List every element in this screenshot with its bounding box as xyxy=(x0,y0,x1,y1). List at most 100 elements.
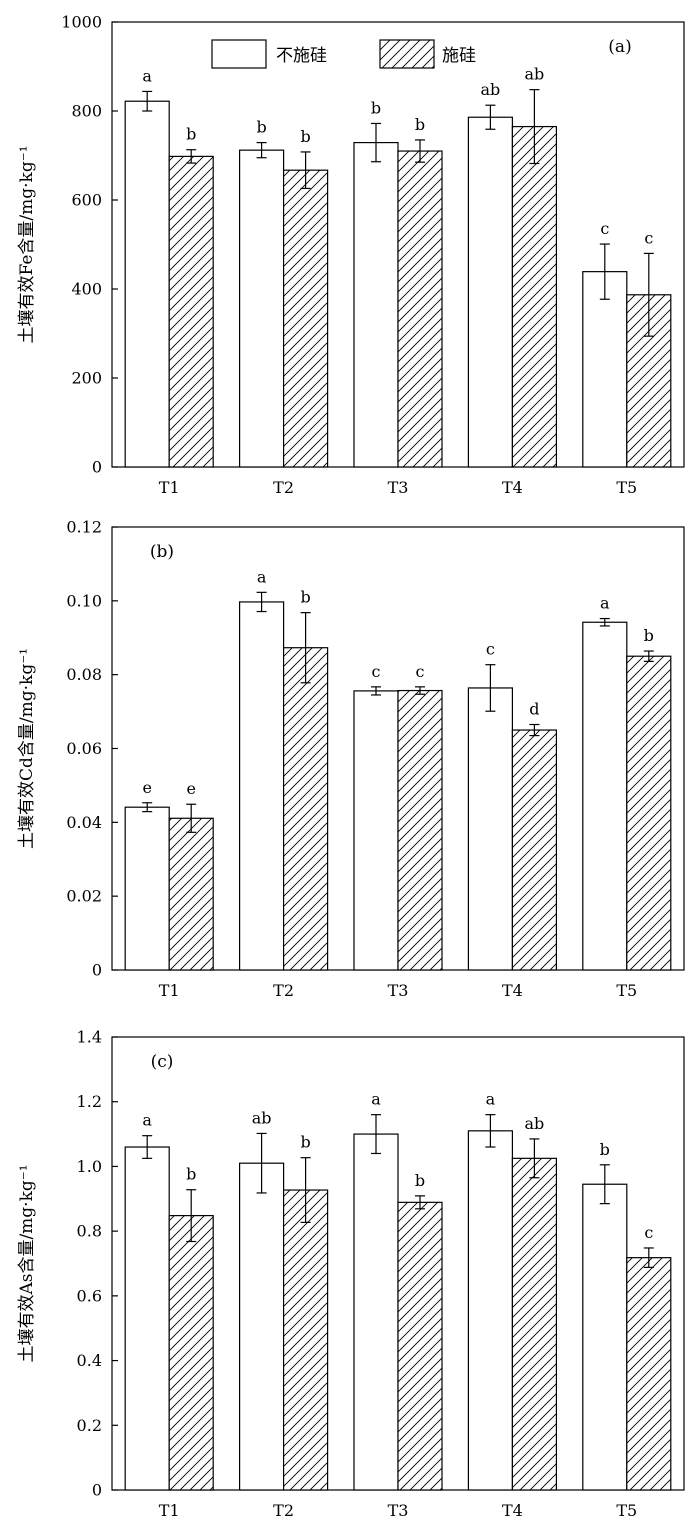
panel-label: (b) xyxy=(150,542,174,562)
bar-silicon xyxy=(511,125,558,468)
x-tick-label: T5 xyxy=(616,981,637,1000)
y-tick-label: 800 xyxy=(71,102,102,121)
legend-swatch-no-silicon xyxy=(211,39,267,69)
x-tick-label: T5 xyxy=(616,1501,637,1520)
bar-silicon xyxy=(283,647,329,971)
chart-panel-3: 0 0.2 0.4 0.6 0.8 1.0 1.2 1.4 土壤有效As含量/mg·kg⁻¹ (c… xyxy=(16,1028,685,1520)
bar-no-silicon xyxy=(353,141,399,468)
y-tick-label: 200 xyxy=(71,369,102,388)
bar-silicon xyxy=(397,150,443,468)
panel-label: (a) xyxy=(608,37,631,57)
y-tick-label: 0 xyxy=(92,458,102,477)
x-tick-label: T2 xyxy=(273,478,294,497)
bar-no-silicon xyxy=(239,1162,285,1491)
y-tick-label: 0 xyxy=(92,961,102,980)
y-tick-label: 0.12 xyxy=(66,518,102,537)
panel-label: (c) xyxy=(151,1052,174,1072)
x-tick-label: T2 xyxy=(273,981,294,1000)
y-tick-label: 0.06 xyxy=(66,739,102,758)
y-tick-label: 1000 xyxy=(61,13,102,32)
y-tick-label: 0.08 xyxy=(66,665,102,684)
bar-no-silicon xyxy=(582,1183,628,1491)
significance-letter: e xyxy=(142,778,151,797)
y-tick-label: 0.02 xyxy=(66,887,102,906)
significance-letter: a xyxy=(142,66,152,85)
significance-letter: c xyxy=(600,219,609,238)
bar-silicon xyxy=(511,729,558,971)
significance-letter: c xyxy=(486,640,495,659)
x-tick-label: T2 xyxy=(273,1501,294,1520)
legend-label-silicon: 施硅 xyxy=(442,46,476,66)
y-tick-label: 0.6 xyxy=(77,1286,102,1305)
x-tick-label: T3 xyxy=(388,1501,409,1520)
significance-letter: d xyxy=(529,700,539,719)
significance-letter: ab xyxy=(525,65,545,84)
y-tick-label: 1.2 xyxy=(77,1092,102,1111)
significance-letter: b xyxy=(600,1140,610,1159)
x-tick-label: T1 xyxy=(159,981,180,1000)
significance-letter: b xyxy=(415,1171,425,1190)
y-tick-label: 1.4 xyxy=(77,1028,102,1047)
y-tick-label: 0.4 xyxy=(77,1351,102,1370)
significance-letter: a xyxy=(600,594,610,613)
significance-letter: ab xyxy=(252,1108,272,1127)
significance-letter: b xyxy=(371,98,381,117)
bar-silicon xyxy=(168,1215,214,1491)
significance-letter: a xyxy=(257,567,267,586)
y-axis-label: 土壤有效Cd含量/mg·kg⁻¹ xyxy=(16,648,37,849)
chart-panel-2: 0 0.02 0.04 0.06 0.08 0.10 0.12 土壤有效Cd含量/mg·kg⁻… xyxy=(16,518,685,1000)
y-tick-label: 1.0 xyxy=(77,1157,102,1176)
y-tick-label: 0.2 xyxy=(77,1416,102,1435)
bar-no-silicon xyxy=(582,621,628,971)
significance-letter: c xyxy=(416,662,425,681)
x-tick-label: T4 xyxy=(502,981,523,1000)
bar-silicon xyxy=(626,1257,672,1491)
chart-panel-1: 02004006008001000土壤有效Fe含量/mg·kg⁻¹(a)T1ab… xyxy=(16,13,685,497)
bar-no-silicon xyxy=(467,116,513,468)
x-tick-label: T1 xyxy=(159,478,180,497)
bar-no-silicon xyxy=(353,690,399,971)
x-tick-label: T5 xyxy=(616,478,637,497)
x-tick-label: T4 xyxy=(502,1501,523,1520)
significance-letter: e xyxy=(186,779,195,798)
y-tick-label: 600 xyxy=(71,191,102,210)
bar-no-silicon xyxy=(582,271,628,468)
significance-letter: ab xyxy=(525,1114,545,1133)
bar-silicon xyxy=(283,169,329,468)
significance-letter: b xyxy=(186,125,196,144)
significance-letter: b xyxy=(186,1165,196,1184)
y-tick-label: 0.8 xyxy=(77,1222,102,1241)
significance-letter: a xyxy=(486,1090,496,1109)
significance-letter: b xyxy=(415,115,425,134)
legend-label-no-silicon: 不施硅 xyxy=(276,46,327,66)
x-tick-label: T4 xyxy=(502,478,523,497)
y-tick-label: 0.04 xyxy=(66,813,102,832)
x-tick-label: T1 xyxy=(159,1501,180,1520)
bar-silicon xyxy=(397,689,443,971)
y-tick-label: 400 xyxy=(71,280,102,299)
significance-letter: ab xyxy=(481,80,501,99)
significance-letter: a xyxy=(371,1090,381,1109)
significance-letter: b xyxy=(300,588,310,607)
bar-no-silicon xyxy=(467,1130,513,1491)
significance-letter: b xyxy=(256,118,266,137)
significance-letter: b xyxy=(644,626,654,645)
y-tick-label: 0.10 xyxy=(66,591,102,610)
bar-silicon xyxy=(168,155,214,468)
significance-letter: c xyxy=(644,1223,653,1242)
significance-letter: b xyxy=(300,1133,310,1152)
bar-no-silicon xyxy=(239,601,285,971)
bar-no-silicon xyxy=(353,1133,399,1491)
significance-letter: c xyxy=(372,662,381,681)
bar-silicon xyxy=(168,817,214,971)
significance-letter: a xyxy=(142,1111,152,1130)
legend-swatch-silicon xyxy=(379,39,435,69)
bar-no-silicon xyxy=(124,806,170,971)
y-tick-label: 0 xyxy=(92,1481,102,1500)
bar-silicon xyxy=(283,1189,329,1491)
y-axis-label: 土壤有效Fe含量/mg·kg⁻¹ xyxy=(16,145,37,343)
bar-silicon xyxy=(511,1157,558,1491)
bar-no-silicon xyxy=(467,687,513,971)
y-axis-label: 土壤有效As含量/mg·kg⁻¹ xyxy=(16,1164,37,1362)
